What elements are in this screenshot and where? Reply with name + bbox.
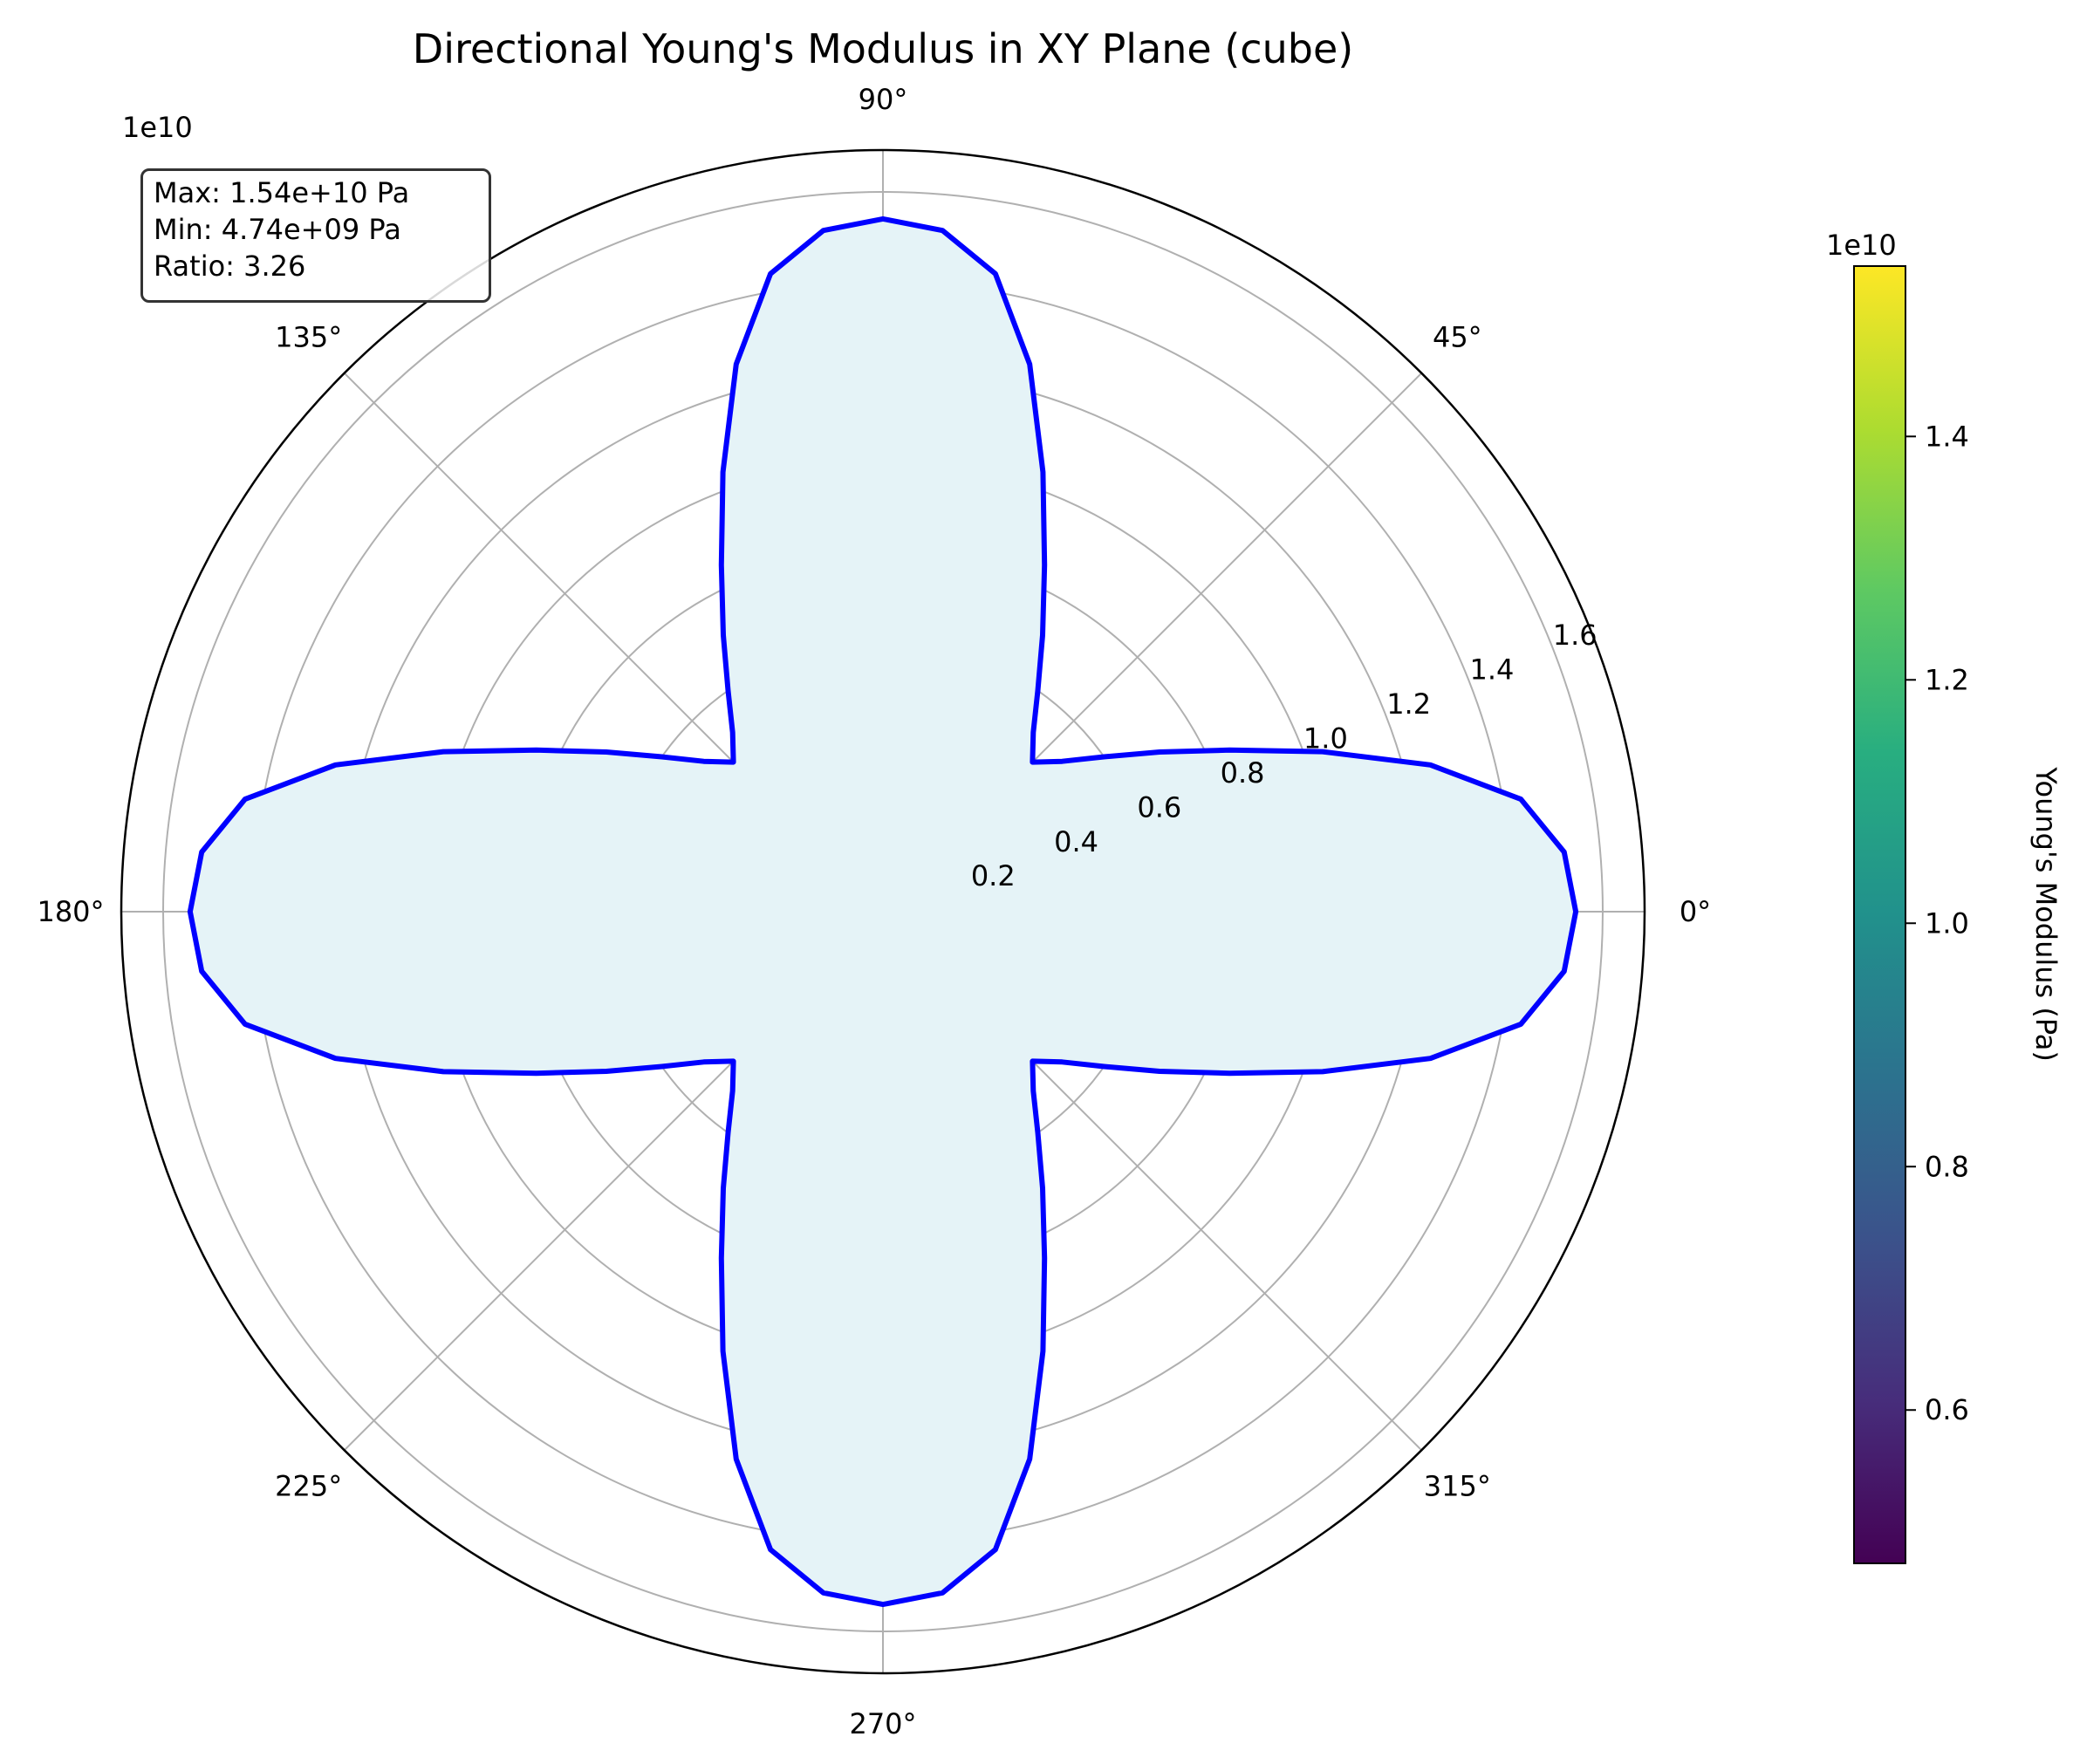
polar-labels: 0° 45° 90° 135° 180° 225° 270° 315° 0.2 0.4 0.6 0.8…: [37, 83, 1711, 1740]
radial-tick-label-5: 1.2: [1386, 687, 1431, 721]
stats-min: Min: 4.74e+09 Pa: [154, 213, 401, 246]
angular-tick-label-4: 180°: [37, 895, 104, 928]
radial-tick-label-7: 1.6: [1553, 619, 1598, 652]
radial-tick-label-4: 1.0: [1303, 721, 1348, 755]
polar-frame: [120, 148, 1646, 1675]
angular-tick-label-6: 270°: [849, 1707, 916, 1740]
angular-tick-label-1: 45°: [1433, 321, 1482, 354]
stats-max: Max: 1.54e+10 Pa: [154, 176, 410, 209]
colorbar-tick-label-4: 1.4: [1925, 420, 1969, 453]
radial-tick-label-0: 0.2: [971, 859, 1016, 892]
radial-tick-label-3: 0.8: [1221, 756, 1265, 790]
colorbar-tick-label-1: 0.8: [1925, 1150, 1969, 1183]
chart-title: Directional Young's Modulus in XY Plane …: [413, 25, 1353, 72]
radial-tick-label-6: 1.4: [1469, 653, 1514, 686]
radial-offset-label: 1e10: [122, 111, 193, 144]
stats-ratio: Ratio: 3.26: [154, 250, 306, 283]
stats-annotation-box: Max: 1.54e+10 Pa Min: 4.74e+09 Pa Ratio:…: [140, 168, 491, 303]
colorbar-label: Young's Modulus (Pa): [2029, 766, 2063, 1062]
angular-tick-label-7: 315°: [1424, 1469, 1491, 1502]
colorbar-offset-label: 1e10: [1826, 229, 1897, 262]
colorbar-tick-label-0: 0.6: [1925, 1393, 1969, 1426]
colorbar-tick-label-3: 1.2: [1925, 663, 1969, 696]
radial-tick-label-1: 0.4: [1054, 825, 1098, 858]
colorbar-tick-label-2: 1.0: [1925, 906, 1969, 940]
series-fill: [189, 218, 1577, 1605]
angular-tick-label-5: 225°: [275, 1469, 342, 1502]
angular-tick-label-3: 135°: [275, 321, 342, 354]
colorbar: 0.6 0.8 1.0 1.2 1.4 1e10 Young's Modulus (Pa…: [1826, 229, 2063, 1564]
angular-tick-label-0: 0°: [1680, 895, 1711, 928]
series-line: [187, 215, 1579, 1608]
polar-series: [187, 215, 1579, 1608]
colorbar-ticks: 0.6 0.8 1.0 1.2 1.4: [1905, 420, 1969, 1426]
radial-tick-label-2: 0.6: [1137, 790, 1181, 824]
angular-tick-label-2: 90°: [859, 83, 908, 116]
colorbar-gradient: [1853, 265, 1906, 1564]
